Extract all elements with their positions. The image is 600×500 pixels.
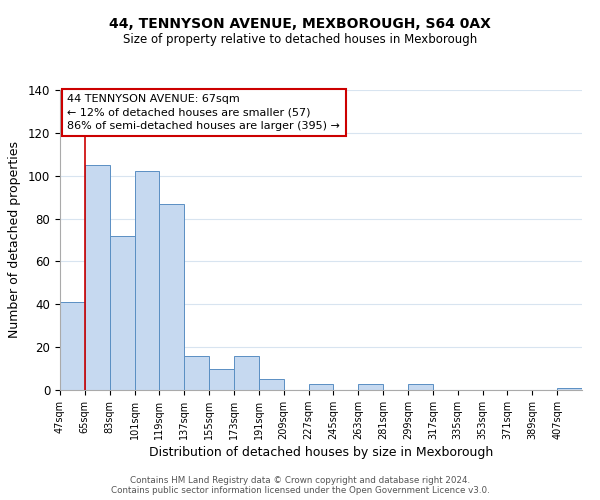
Y-axis label: Number of detached properties: Number of detached properties: [8, 142, 21, 338]
Bar: [408, 384, 433, 390]
Bar: [308, 384, 334, 390]
Text: 44 TENNYSON AVENUE: 67sqm
← 12% of detached houses are smaller (57)
86% of semi-: 44 TENNYSON AVENUE: 67sqm ← 12% of detac…: [67, 94, 340, 130]
Bar: [134, 172, 160, 390]
Bar: [184, 356, 209, 390]
Bar: [358, 384, 383, 390]
Bar: [259, 380, 284, 390]
Text: Size of property relative to detached houses in Mexborough: Size of property relative to detached ho…: [123, 32, 477, 46]
Bar: [234, 356, 259, 390]
Text: Contains public sector information licensed under the Open Government Licence v3: Contains public sector information licen…: [110, 486, 490, 495]
Bar: [557, 388, 582, 390]
Bar: [60, 302, 85, 390]
Bar: [85, 165, 110, 390]
Bar: [160, 204, 184, 390]
Text: Contains HM Land Registry data © Crown copyright and database right 2024.: Contains HM Land Registry data © Crown c…: [130, 476, 470, 485]
Bar: [110, 236, 134, 390]
X-axis label: Distribution of detached houses by size in Mexborough: Distribution of detached houses by size …: [149, 446, 493, 459]
Bar: [209, 368, 234, 390]
Text: 44, TENNYSON AVENUE, MEXBOROUGH, S64 0AX: 44, TENNYSON AVENUE, MEXBOROUGH, S64 0AX: [109, 18, 491, 32]
